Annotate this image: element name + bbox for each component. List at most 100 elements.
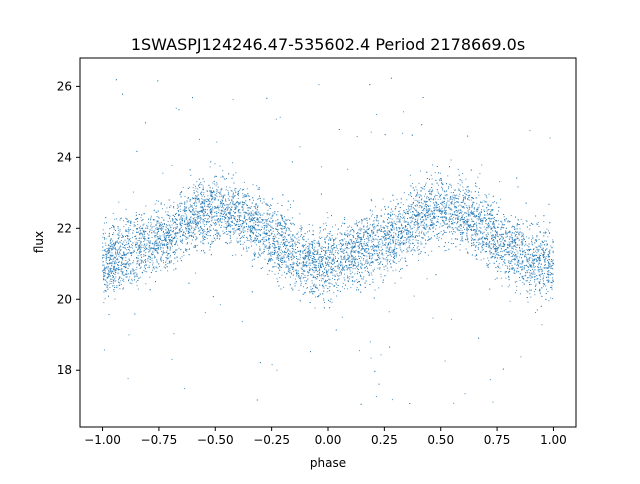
data-point	[243, 236, 245, 238]
data-point	[238, 229, 240, 231]
data-point	[200, 219, 202, 221]
data-point	[190, 174, 192, 176]
data-point	[474, 229, 476, 231]
data-point	[397, 241, 399, 243]
data-point	[546, 240, 547, 242]
data-point	[453, 216, 455, 218]
data-point	[219, 304, 221, 306]
data-point	[231, 162, 233, 164]
data-point	[117, 259, 119, 261]
data-point	[219, 212, 221, 214]
data-point	[102, 242, 104, 244]
data-point	[371, 200, 373, 202]
data-point	[283, 257, 285, 259]
data-point	[311, 255, 313, 257]
data-point	[520, 241, 522, 243]
data-point	[409, 194, 411, 196]
data-point	[269, 260, 271, 262]
data-point	[445, 232, 447, 233]
data-point	[530, 277, 532, 279]
data-point	[454, 202, 456, 204]
data-point	[195, 227, 197, 229]
data-point	[220, 193, 222, 195]
data-point	[189, 248, 190, 250]
data-point	[422, 226, 424, 228]
data-point	[226, 234, 228, 236]
data-point	[424, 195, 426, 197]
data-point	[430, 193, 432, 195]
data-point	[360, 229, 362, 231]
data-point	[344, 257, 346, 259]
data-point	[359, 350, 360, 352]
data-point	[340, 270, 341, 272]
data-point	[162, 225, 164, 227]
data-point	[438, 192, 440, 194]
data-point	[106, 281, 108, 283]
data-point	[440, 230, 442, 232]
data-point	[381, 240, 383, 242]
data-point	[377, 239, 379, 241]
data-point	[176, 249, 178, 251]
data-point	[400, 216, 401, 217]
data-point	[453, 199, 455, 201]
data-point	[186, 250, 188, 252]
data-point	[241, 224, 243, 226]
data-point	[269, 257, 271, 259]
data-point	[226, 204, 228, 206]
data-point	[146, 233, 148, 235]
data-point	[532, 237, 534, 239]
data-point	[109, 283, 110, 285]
data-point	[486, 229, 487, 231]
data-point	[305, 256, 307, 258]
data-point	[359, 227, 361, 229]
data-point	[534, 294, 536, 296]
data-point	[495, 227, 497, 229]
data-point	[308, 262, 310, 264]
data-point	[362, 219, 364, 221]
data-point	[447, 200, 449, 202]
data-point	[458, 215, 460, 217]
data-point	[119, 288, 121, 290]
data-point	[354, 252, 356, 254]
data-point	[468, 224, 470, 226]
data-point	[348, 278, 350, 280]
data-point	[419, 194, 421, 196]
data-point	[290, 256, 292, 258]
data-point	[442, 225, 444, 226]
data-point	[370, 258, 372, 260]
data-point	[181, 203, 183, 205]
data-point	[424, 215, 426, 217]
data-point	[461, 211, 463, 213]
data-point	[273, 253, 275, 255]
data-point	[179, 219, 181, 221]
data-point	[258, 197, 260, 199]
data-point	[505, 231, 506, 233]
data-point	[403, 220, 405, 222]
data-point	[517, 263, 519, 265]
data-point	[287, 240, 289, 242]
data-point	[160, 221, 162, 223]
data-point	[360, 244, 362, 246]
data-point	[144, 266, 146, 268]
data-point	[267, 209, 269, 211]
data-point	[130, 263, 132, 265]
data-point	[513, 228, 515, 230]
data-point	[403, 250, 405, 251]
data-point	[282, 228, 284, 230]
data-point	[525, 274, 527, 276]
data-point	[160, 260, 162, 262]
data-point	[313, 284, 315, 286]
data-point	[478, 213, 480, 215]
data-point	[184, 195, 186, 197]
data-point	[166, 207, 168, 209]
data-point	[374, 268, 375, 270]
data-point	[299, 213, 301, 215]
data-point	[158, 238, 160, 240]
data-point	[135, 269, 137, 271]
data-point	[219, 165, 221, 167]
data-point	[514, 228, 516, 230]
data-point	[421, 206, 423, 208]
data-point	[337, 253, 339, 255]
data-point	[455, 205, 457, 207]
data-point	[216, 182, 218, 184]
